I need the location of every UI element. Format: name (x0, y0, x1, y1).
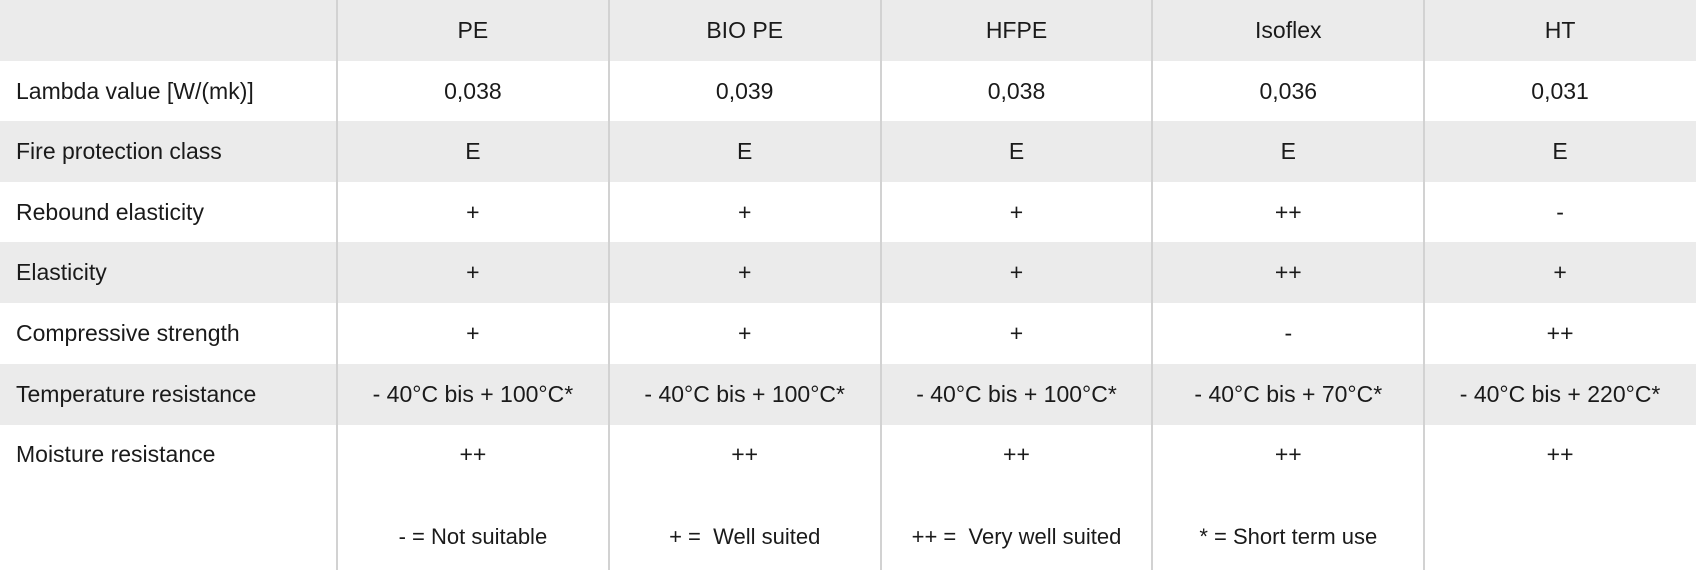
legend-item: + = Well suited (669, 524, 821, 550)
column-separator (1151, 0, 1154, 570)
table-cell: + (466, 259, 480, 286)
row-label: Compressive strength (16, 320, 240, 346)
row-background (0, 242, 1696, 304)
table-cell: - 40°C bis + 70°C* (1194, 380, 1383, 407)
row-label: Moisture resistance (16, 441, 216, 468)
table-cell: - 40°C bis + 100°C* (644, 380, 845, 407)
legend-item: - = Not suitable (398, 524, 548, 550)
table-cell: 0,036 (1259, 77, 1318, 104)
table-cell: - (1556, 198, 1564, 225)
column-header: HFPE (985, 17, 1048, 43)
table-cell: + (737, 198, 752, 225)
column-header: PE (457, 17, 489, 43)
column-header: BIO PE (706, 17, 784, 43)
table-cell: + (1009, 320, 1024, 346)
table-cell: ++ (459, 441, 487, 468)
row-label: Lambda value [W/(mk)] (16, 77, 254, 104)
table-cell: ++ (1274, 198, 1302, 225)
table-cell: ++ (731, 441, 759, 468)
table-cell: ++ (1274, 259, 1302, 286)
table-cell: E (1008, 138, 1025, 165)
column-header: Isoflex (1255, 17, 1322, 43)
table-cell: 0,038 (444, 77, 502, 104)
row-background (0, 363, 1696, 425)
table-cell: ++ (1003, 441, 1030, 468)
row-background (0, 121, 1696, 183)
legend-item: ++ = Very well suited (911, 524, 1122, 550)
row-label: Elasticity (16, 259, 107, 286)
column-separator (607, 0, 610, 570)
table-cell: ++ (1546, 441, 1574, 468)
row-label: Rebound elasticity (16, 198, 204, 225)
column-separator (1423, 0, 1426, 570)
table-cell: + (1553, 259, 1567, 286)
table-cell: + (1009, 198, 1024, 225)
table-cell: E (465, 138, 481, 165)
table-cell: + (466, 198, 480, 225)
column-separator (336, 0, 338, 570)
row-background (0, 0, 1696, 61)
table-cell: + (737, 320, 752, 346)
column-separator (879, 0, 882, 570)
table-cell: + (737, 259, 752, 286)
table-cell: 0,039 (715, 77, 774, 104)
table-cell: - 40°C bis + 100°C* (372, 380, 574, 407)
table-cell: 0,031 (1531, 77, 1589, 104)
table-cell: + (1009, 259, 1024, 286)
row-label: Temperature resistance (16, 380, 257, 407)
table-cell: ++ (1546, 320, 1574, 346)
table-cell: E (737, 138, 753, 165)
table-cell: E (1552, 138, 1568, 165)
table-cell: ++ (1274, 441, 1302, 468)
table-cell: - (1284, 320, 1293, 346)
column-header: HT (1544, 17, 1576, 43)
row-label: Fire protection class (16, 138, 222, 165)
table-cell: + (466, 320, 480, 346)
table-cell: - 40°C bis + 220°C* (1459, 380, 1661, 407)
table-cell: E (1280, 138, 1296, 165)
legend-item: * = Short term use (1199, 524, 1378, 550)
table-cell: 0,038 (987, 77, 1046, 104)
table-cell: - 40°C bis + 100°C* (916, 380, 1117, 407)
